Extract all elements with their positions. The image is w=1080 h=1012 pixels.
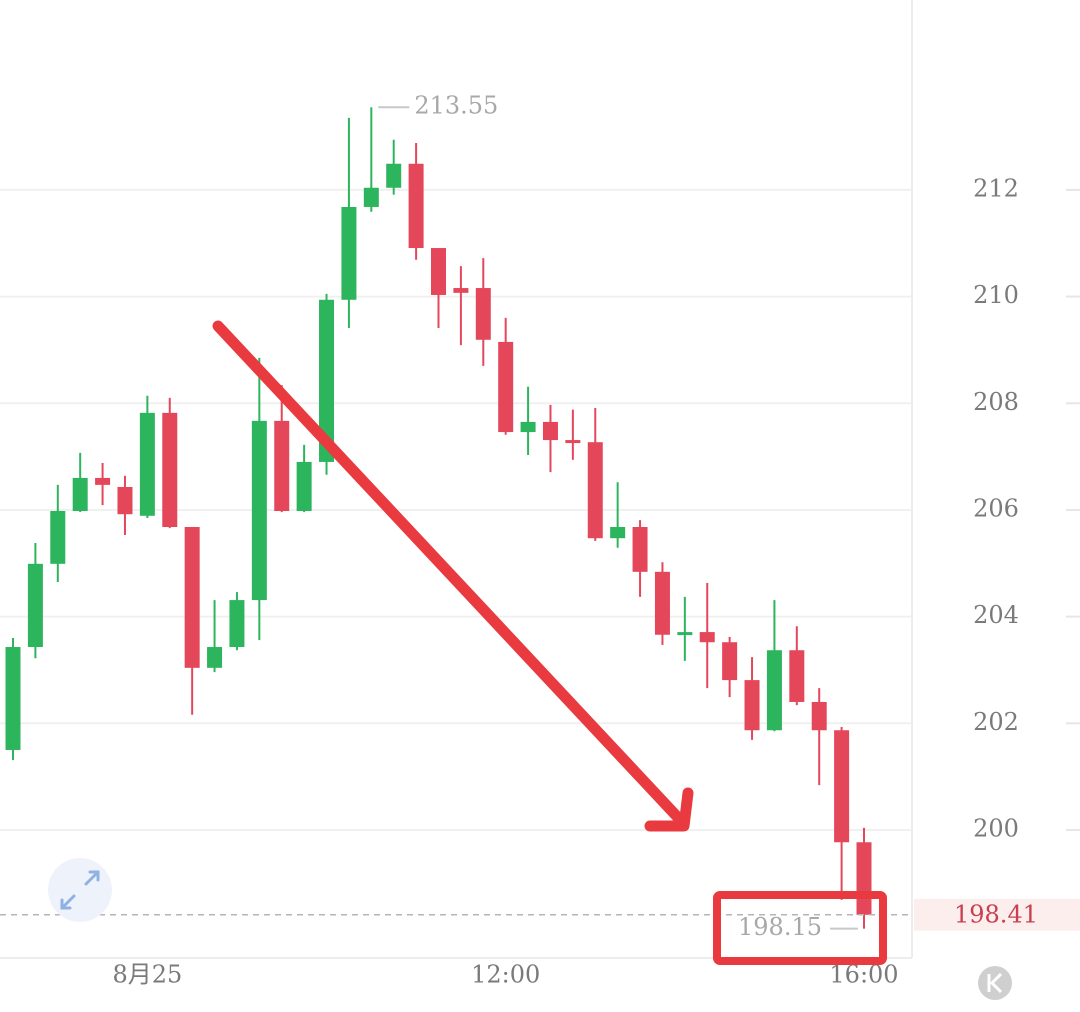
candle-body — [319, 299, 335, 462]
arrow-shaft — [212, 320, 690, 830]
labels: 200 202 204 206 208 210 212 8月25 12:00 16:00 213.5… — [0, 92, 1080, 989]
candles — [5, 107, 872, 929]
candle-body — [184, 527, 200, 668]
highlight-box — [713, 891, 887, 965]
candle-body — [296, 461, 312, 512]
expand-bg[interactable] — [48, 858, 112, 922]
candle-body — [520, 421, 536, 433]
expand-button[interactable] — [48, 858, 112, 922]
candle-body — [766, 650, 782, 731]
candle-body — [565, 440, 581, 444]
candle-body — [699, 632, 715, 643]
candle-body — [408, 163, 424, 249]
candle-body — [789, 650, 805, 702]
candle-body — [632, 527, 648, 572]
candle-body — [610, 527, 626, 539]
candle-body — [654, 571, 670, 635]
candle-body — [475, 288, 491, 340]
y-tick-label: 212 — [973, 174, 1019, 202]
candle-body — [251, 420, 267, 601]
y-tick-label: 206 — [973, 494, 1019, 522]
candle-body — [722, 642, 738, 681]
candle-body — [207, 647, 223, 668]
x-tick-label: 12:00 — [471, 961, 540, 989]
trend-arrow — [212, 320, 694, 832]
collapse-bg[interactable] — [978, 966, 1012, 1000]
candle-body — [27, 563, 43, 648]
collapse-icon[interactable] — [987, 972, 1003, 994]
candle-body — [117, 487, 133, 515]
y-tick-label: 208 — [973, 388, 1019, 416]
candle-body — [744, 680, 760, 731]
candle-body — [587, 442, 603, 539]
candle-body — [274, 420, 290, 512]
candle-body — [677, 632, 693, 636]
last-price-label: 198.41 — [954, 900, 1038, 928]
candle-body — [139, 412, 155, 516]
candle-body — [542, 421, 558, 441]
y-tick-label: 200 — [973, 814, 1019, 842]
y-tick-label: 204 — [973, 601, 1019, 629]
candle-body — [50, 511, 66, 564]
candle-body — [431, 248, 446, 295]
x-tick-label: 8月25 — [112, 961, 182, 989]
candle-body — [856, 842, 872, 915]
candle-body — [95, 477, 111, 485]
y-tick-label: 210 — [973, 281, 1019, 309]
expand-icon[interactable] — [60, 870, 100, 910]
candle-body — [453, 288, 469, 293]
candle-body — [229, 600, 245, 648]
candle-body — [72, 477, 88, 512]
low-label: 198.15 — [738, 913, 822, 941]
candle-body — [498, 341, 514, 433]
candle-body — [341, 206, 357, 300]
collapse-button[interactable] — [978, 966, 1012, 1000]
arrow-head — [644, 787, 694, 832]
x-tick-label: 16:00 — [829, 961, 898, 989]
candle-body — [386, 163, 402, 188]
candle-body — [5, 647, 21, 750]
y-tick-label: 202 — [973, 708, 1019, 736]
candle-body — [811, 701, 827, 731]
high-label: 213.55 — [414, 92, 498, 120]
candle-body — [363, 187, 379, 207]
last-price-bg — [914, 898, 1080, 931]
candle-body — [834, 730, 850, 843]
candle-body — [162, 412, 178, 528]
